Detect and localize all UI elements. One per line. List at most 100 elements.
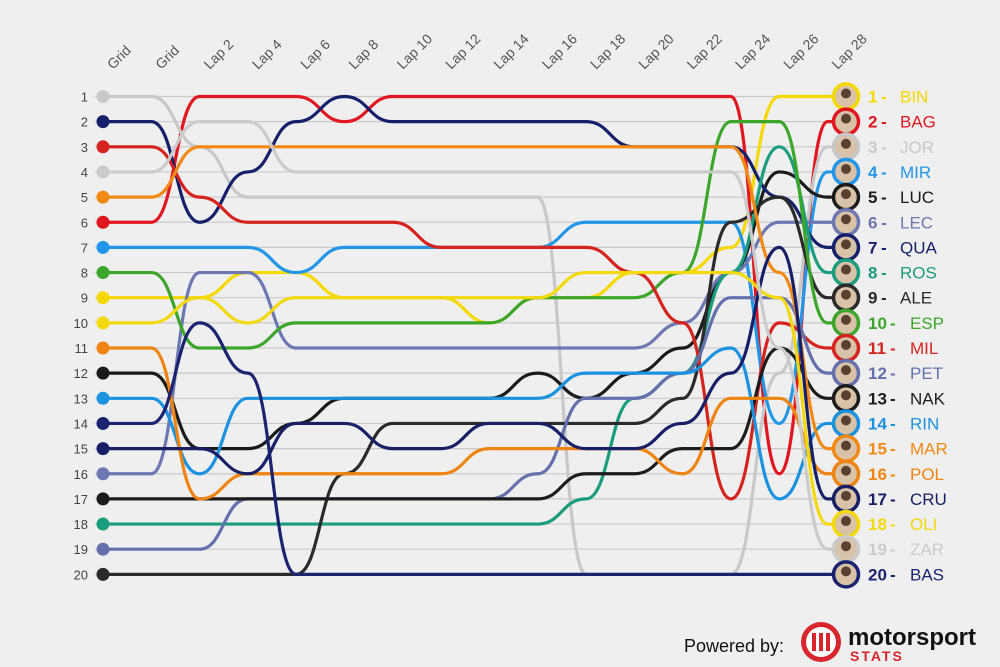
result-separator: -	[890, 565, 896, 584]
rider-head-icon	[841, 415, 851, 426]
rider-head-icon	[841, 289, 851, 300]
lap-label: Lap 2	[200, 36, 236, 72]
result-row: 5 - LUC	[831, 182, 934, 212]
result-row: 1 - BIN	[831, 82, 928, 111]
rider-code: BAS	[910, 565, 944, 584]
result-separator: -	[881, 238, 887, 257]
position-tick: 10	[74, 316, 88, 331]
lap-label: Grid	[104, 42, 134, 72]
result-position: 15	[868, 440, 887, 459]
series-line-zar	[101, 120, 842, 551]
grid-dot-bas	[96, 416, 110, 430]
grid-dot-bag	[96, 215, 110, 229]
rider-code: LEC	[900, 213, 933, 232]
result-separator: -	[890, 364, 896, 383]
lap-label: Lap 12	[442, 30, 484, 72]
result-row: 16 - POL	[831, 459, 944, 488]
result-separator: -	[881, 188, 887, 207]
result-row: 9 - ALE	[831, 283, 932, 312]
result-position: 14	[868, 414, 887, 433]
lap-label: Lap 10	[394, 30, 436, 72]
series-line-rin	[101, 346, 842, 501]
position-tick: 20	[74, 567, 88, 582]
lap-label: Lap 22	[683, 30, 725, 72]
result-separator: -	[881, 163, 887, 182]
rider-code: ZAR	[910, 540, 944, 559]
result-row: 20 - BAS	[831, 560, 944, 589]
rider-head-icon	[841, 239, 851, 250]
grid-dot-mar	[96, 190, 110, 204]
motorsport-logo-icon	[801, 622, 841, 662]
result-row: 18 - OLI	[831, 509, 937, 539]
grid-dot-nak	[96, 492, 110, 506]
lap-label: Lap 24	[732, 30, 774, 72]
grid-dot-bin	[96, 291, 110, 305]
position-tick: 6	[81, 215, 88, 230]
position-tick: 13	[74, 391, 88, 406]
series-line-bag	[101, 94, 842, 476]
series-line-bin	[101, 94, 842, 325]
result-position: 8	[868, 264, 877, 283]
rider-head-icon	[841, 365, 851, 376]
lap-label: Lap 28	[828, 30, 870, 72]
position-tick: 17	[74, 492, 88, 507]
result-position: 7	[868, 238, 877, 257]
lap-label: Lap 4	[249, 36, 285, 72]
position-tick: 8	[81, 266, 88, 281]
grid-dot-mil	[96, 140, 110, 154]
result-row: 6 - LEC	[831, 208, 933, 237]
series-line-mar	[101, 145, 842, 451]
result-separator: -	[881, 113, 887, 132]
grid-dot-rin	[96, 391, 110, 405]
rider-head-icon	[841, 490, 851, 501]
result-separator: -	[890, 389, 896, 408]
grid-dot-lec	[96, 467, 110, 481]
lap-label: Lap 20	[635, 30, 677, 72]
rider-head-icon	[841, 138, 851, 149]
rider-code: LUC	[900, 188, 934, 207]
position-tick: 1	[81, 90, 88, 105]
result-separator: -	[881, 138, 887, 157]
rider-code: BAG	[900, 113, 936, 132]
position-tick: 2	[81, 115, 88, 130]
result-position: 11	[868, 339, 886, 358]
brand-name: motorsport	[848, 624, 976, 651]
rider-head-icon	[841, 541, 851, 552]
result-separator: -	[881, 264, 887, 283]
result-row: 14 - RIN	[831, 409, 939, 438]
series-lines	[101, 94, 842, 576]
lap-label: Lap 14	[490, 30, 532, 72]
result-row: 10 - ESP	[831, 308, 944, 338]
lap-label: Lap 6	[297, 36, 333, 72]
result-position: 2	[868, 113, 877, 132]
rider-code: MAR	[910, 440, 948, 459]
result-position: 12	[868, 364, 887, 383]
grid-dot-pet	[96, 542, 110, 556]
position-tick: 12	[74, 366, 88, 381]
grid-dot-jor	[96, 90, 110, 103]
result-position: 9	[868, 289, 877, 308]
rider-head-icon	[841, 163, 851, 174]
result-position: 18	[868, 515, 887, 534]
rider-head-icon	[841, 214, 851, 225]
rider-code: BIN	[900, 88, 928, 107]
result-row: 11 - MIL	[831, 333, 938, 363]
series-line-pol	[101, 346, 842, 501]
result-position: 16	[868, 465, 887, 484]
rider-head-icon	[841, 566, 851, 577]
result-position: 3	[868, 138, 877, 157]
grid-dot-zar	[96, 165, 110, 179]
rider-code: JOR	[900, 138, 934, 157]
result-position: 5	[868, 188, 877, 207]
powered-by-label: Powered by:	[684, 636, 784, 656]
rider-head-icon	[841, 465, 851, 476]
grid-dot-esp	[96, 266, 110, 280]
brand-sub: STATS	[850, 648, 904, 664]
series-line-bas	[101, 321, 842, 576]
result-position: 6	[868, 213, 877, 232]
result-position: 19	[868, 540, 887, 559]
result-position: 1	[868, 88, 877, 107]
series-line-ros	[101, 145, 842, 526]
result-position: 13	[868, 389, 887, 408]
